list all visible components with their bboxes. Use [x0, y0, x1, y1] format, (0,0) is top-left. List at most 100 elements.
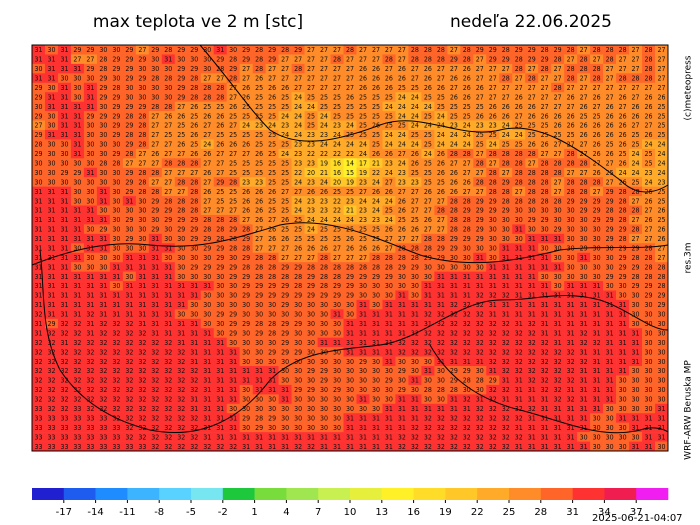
cell-value: 30 [424, 396, 432, 404]
cell-value: 30 [268, 396, 276, 404]
grid-cell [395, 63, 409, 74]
grid-cell [408, 290, 422, 301]
grid-cell [343, 82, 357, 93]
grid-cell [187, 101, 202, 112]
cell-value: 27 [658, 75, 666, 83]
grid-cell [538, 139, 552, 150]
cell-value: 30 [307, 396, 315, 404]
grid-cell [70, 120, 85, 131]
grid-cell [161, 262, 176, 272]
border-line [429, 344, 669, 434]
grid-cell [96, 432, 111, 442]
grid-cell [629, 111, 643, 121]
grid-cell [356, 224, 370, 235]
grid-cell [317, 375, 331, 386]
cell-value: 28 [502, 197, 510, 205]
cell-value: 31 [86, 93, 94, 101]
grid-cell [187, 120, 202, 131]
grid-cell [96, 148, 111, 159]
grid-cell [44, 337, 59, 348]
cell-value: 31 [346, 414, 354, 422]
cell-value: 25 [372, 226, 380, 234]
cell-value: 31 [567, 424, 575, 432]
grid-cell [122, 120, 137, 131]
grid-cell [603, 196, 617, 206]
cell-value: 30 [333, 348, 341, 356]
cell-value: 27 [463, 169, 471, 177]
cell-value: 26 [242, 93, 250, 101]
grid-cell [278, 73, 292, 84]
cell-value: 32 [567, 358, 575, 366]
grid-cell [83, 177, 98, 187]
grid-cell [70, 214, 85, 225]
grid-cell [122, 129, 137, 140]
grid-cell [629, 224, 643, 235]
grid-cell [265, 422, 279, 433]
grid-cell [499, 299, 513, 310]
cell-value: 28 [645, 46, 653, 54]
cell-value: 25 [476, 141, 484, 149]
cell-value: 32 [541, 348, 549, 356]
cell-value: 24 [359, 197, 367, 205]
grid-cell [577, 394, 591, 405]
cell-value: 31 [658, 433, 666, 441]
cell-value: 24 [658, 141, 666, 149]
cell-value: 29 [112, 112, 120, 120]
grid-cell [330, 101, 344, 112]
grid-cell [564, 299, 578, 310]
grid-cell [330, 328, 344, 338]
cell-value: 27 [203, 122, 211, 130]
cell-value: 32 [515, 405, 523, 413]
cell-value: 32 [34, 396, 42, 404]
grid-cell [148, 177, 163, 187]
cell-value: 31 [73, 112, 81, 120]
cell-value: 25 [632, 131, 640, 139]
cell-value: 29 [177, 93, 185, 101]
cell-value: 31 [86, 244, 94, 252]
grid-cell [57, 432, 72, 442]
cell-value: 32 [580, 339, 588, 347]
cell-value: 31 [372, 433, 380, 441]
grid-cell [213, 167, 227, 178]
grid-cell [135, 403, 150, 414]
grid-cell [369, 394, 383, 405]
cell-value: 30 [593, 235, 601, 243]
grid-cell [174, 224, 189, 235]
grid-cell [330, 196, 344, 206]
grid-cell [239, 356, 253, 367]
grid-cell [642, 252, 656, 263]
grid-cell [551, 167, 565, 178]
grid-cell [148, 356, 163, 367]
grid-cell [213, 281, 227, 291]
grid-cell [434, 318, 448, 329]
cell-value: 23 [411, 178, 419, 186]
grid-cell [356, 129, 370, 140]
cell-value: 25 [294, 235, 302, 243]
cell-value: 29 [242, 292, 250, 300]
grid-cell [551, 366, 565, 376]
grid-cell [499, 422, 513, 433]
cell-value: 30 [658, 443, 666, 451]
grid-cell [408, 432, 422, 442]
cell-value: 31 [515, 311, 523, 319]
cell-value: 28 [216, 93, 224, 101]
grid-cell [655, 318, 669, 329]
cell-value: 27 [320, 65, 328, 73]
cell-value: 25 [255, 141, 263, 149]
grid-cell [291, 73, 305, 84]
cell-value: 28 [177, 159, 185, 167]
grid-cell [44, 129, 59, 140]
border-line [39, 249, 669, 434]
grid-cell [408, 309, 422, 320]
cell-value: 25 [190, 112, 198, 120]
grid-cell [525, 111, 539, 121]
grid-cell [200, 214, 215, 225]
grid-cell [135, 413, 150, 423]
cell-value: 31 [593, 396, 601, 404]
cell-value: 28 [645, 263, 653, 271]
cell-value: 29 [151, 207, 159, 215]
cell-value: 28 [541, 65, 549, 73]
grid-cell [265, 347, 279, 357]
cell-value: 31 [489, 273, 497, 281]
cell-value: 31 [203, 329, 211, 337]
